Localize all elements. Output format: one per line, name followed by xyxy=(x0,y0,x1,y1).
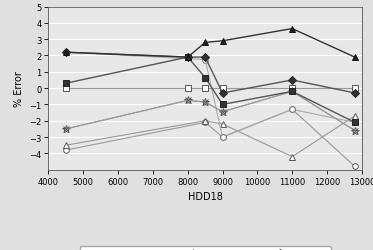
0 xyxy=(185,87,190,90)
21 xyxy=(203,77,207,80)
Line: 10: 10 xyxy=(63,114,358,160)
30 xyxy=(203,42,207,45)
X-axis label: HDD18: HDD18 xyxy=(188,192,223,201)
Line: 0: 0 xyxy=(63,86,358,92)
15 xyxy=(352,121,357,124)
Legend: 0, 5, 10, 15, 18, 19, 21, 25, 30: 0, 5, 10, 15, 18, 19, 21, 25, 30 xyxy=(80,246,330,250)
Line: 30: 30 xyxy=(62,26,358,61)
21 xyxy=(185,56,190,59)
19 xyxy=(290,90,294,94)
21 xyxy=(352,121,357,124)
0 xyxy=(220,87,225,90)
25 xyxy=(64,52,68,54)
Line: 15: 15 xyxy=(63,50,358,140)
5 xyxy=(64,149,68,152)
30 xyxy=(64,52,68,54)
25 xyxy=(203,56,207,59)
0 xyxy=(203,87,207,90)
0 xyxy=(352,87,357,90)
Line: 19: 19 xyxy=(63,89,358,134)
30 xyxy=(185,56,190,59)
19 xyxy=(185,100,190,102)
15 xyxy=(290,108,294,111)
Line: 5: 5 xyxy=(63,107,358,170)
18 xyxy=(290,90,294,94)
19 xyxy=(64,128,68,131)
18 xyxy=(203,101,207,104)
18 xyxy=(64,128,68,131)
10 xyxy=(220,123,225,126)
18 xyxy=(352,130,357,132)
25 xyxy=(185,56,190,59)
30 xyxy=(220,40,225,43)
21 xyxy=(64,82,68,85)
19 xyxy=(220,111,225,114)
18 xyxy=(185,100,190,102)
10 xyxy=(64,144,68,147)
25 xyxy=(220,92,225,95)
10 xyxy=(352,115,357,118)
15 xyxy=(64,52,68,54)
25 xyxy=(290,79,294,82)
19 xyxy=(352,130,357,132)
5 xyxy=(352,165,357,168)
15 xyxy=(203,59,207,62)
21 xyxy=(290,90,294,94)
0 xyxy=(290,87,294,90)
0 xyxy=(64,87,68,90)
18 xyxy=(220,111,225,114)
5 xyxy=(220,136,225,139)
5 xyxy=(290,108,294,111)
Line: 21: 21 xyxy=(62,54,358,126)
Line: 25: 25 xyxy=(63,50,358,96)
25 xyxy=(352,92,357,95)
10 xyxy=(203,120,207,123)
21 xyxy=(220,104,225,106)
30 xyxy=(290,28,294,31)
15 xyxy=(220,136,225,139)
Line: 18: 18 xyxy=(62,88,359,135)
19 xyxy=(203,101,207,104)
Y-axis label: % Error: % Error xyxy=(14,71,23,106)
30 xyxy=(352,56,357,59)
5 xyxy=(203,121,207,124)
10 xyxy=(290,156,294,158)
